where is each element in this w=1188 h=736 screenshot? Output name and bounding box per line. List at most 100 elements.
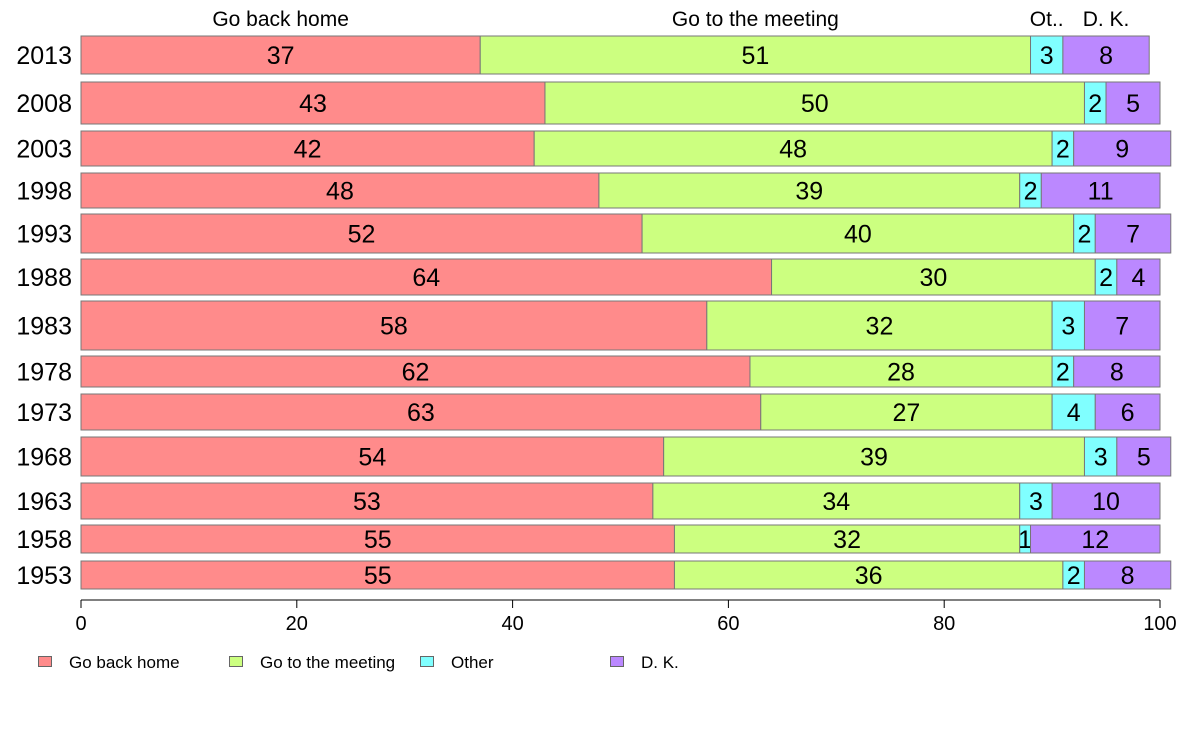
bar-2013-go-back-home <box>80 35 481 75</box>
bar-1968-go-back-home <box>80 436 665 477</box>
bar-label-1993-go-to-the-meeting: 40 <box>844 221 872 249</box>
bar-1993-go-to-the-meeting <box>641 213 1075 254</box>
legend-label-go-to-the-meeting: Go to the meeting <box>260 653 396 672</box>
bar-2008-go-to-the-meeting <box>544 81 1085 125</box>
y-tick-label-2013: 2013 <box>16 42 72 70</box>
bar-label-1993-other: 2 <box>1078 221 1092 249</box>
x-tick-label-100: 100 <box>1143 613 1176 635</box>
bar-label-2008-d-k: 5 <box>1126 90 1140 118</box>
bar-label-2013-other: 3 <box>1040 42 1054 70</box>
bar-1973-other <box>1051 393 1096 431</box>
bar-label-1973-go-back-home: 63 <box>407 399 435 427</box>
bar-1973-d-k <box>1094 393 1161 431</box>
bar-1963-d-k <box>1051 482 1161 520</box>
top-label-go-back-home: Go back home <box>212 8 349 31</box>
bar-label-1988-go-back-home: 64 <box>412 264 440 292</box>
bar-1998-go-to-the-meeting <box>598 172 1021 209</box>
bar-label-1998-d-k: 11 <box>1088 178 1114 206</box>
bar-label-1973-d-k: 6 <box>1121 399 1135 427</box>
bar-label-2003-d-k: 9 <box>1115 136 1129 164</box>
y-tick-label-2008: 2008 <box>16 90 72 118</box>
bar-label-1953-d-k: 8 <box>1121 562 1135 590</box>
x-tick-label-40: 40 <box>501 613 523 635</box>
bar-label-1983-go-to-the-meeting: 32 <box>866 313 894 341</box>
y-tick-label-1973: 1973 <box>16 399 72 427</box>
bar-1993-d-k <box>1094 213 1172 254</box>
bar-label-2013-go-back-home: 37 <box>267 42 295 70</box>
bar-label-2008-go-back-home: 43 <box>299 90 327 118</box>
bar-label-1988-other: 2 <box>1099 264 1113 292</box>
bar-label-1963-go-to-the-meeting: 34 <box>822 488 850 516</box>
bar-label-2013-d-k: 8 <box>1099 42 1113 70</box>
bar-label-1983-go-back-home: 58 <box>380 313 408 341</box>
bar-1983-go-to-the-meeting <box>706 300 1053 351</box>
bar-2003-d-k <box>1073 130 1172 167</box>
legend-swatch-dk <box>610 656 624 667</box>
bar-1958-d-k <box>1030 524 1161 554</box>
bar-1988-d-k <box>1116 258 1161 296</box>
bar-1963-go-to-the-meeting <box>652 482 1021 520</box>
bar-label-1993-go-back-home: 52 <box>348 221 376 249</box>
bar-label-1963-d-k: 10 <box>1092 488 1120 516</box>
bar-1963-go-back-home <box>80 482 654 520</box>
bar-1993-go-back-home <box>80 213 643 254</box>
bar-2003-go-to-the-meeting <box>533 130 1053 167</box>
bar-label-2008-go-to-the-meeting: 50 <box>801 90 829 118</box>
bar-label-2013-go-to-the-meeting: 51 <box>741 42 769 70</box>
x-tick-label-80: 80 <box>933 613 955 635</box>
bar-label-1993-d-k: 7 <box>1126 221 1140 249</box>
bar-1998-go-back-home <box>80 172 600 209</box>
bar-label-1958-go-to-the-meeting: 32 <box>833 526 861 554</box>
bar-2013-d-k <box>1062 35 1150 75</box>
bar-label-1958-d-k: 12 <box>1081 526 1109 554</box>
bar-label-1998-go-back-home: 48 <box>326 178 354 206</box>
bar-2003-go-back-home <box>80 130 535 167</box>
y-tick-label-2003: 2003 <box>16 136 72 164</box>
bar-label-1978-go-back-home: 62 <box>402 359 430 387</box>
bar-label-2003-go-back-home: 42 <box>294 136 322 164</box>
y-tick-label-1998: 1998 <box>16 178 72 206</box>
bar-2008-d-k <box>1105 81 1161 125</box>
bar-label-1953-go-back-home: 55 <box>364 562 392 590</box>
bar-label-1983-other: 3 <box>1061 313 1075 341</box>
bar-1958-go-to-the-meeting <box>673 524 1021 554</box>
bar-2013-go-to-the-meeting <box>479 35 1032 75</box>
bar-label-1973-other: 4 <box>1067 399 1081 427</box>
top-label-other: Ot.. <box>1030 8 1064 31</box>
y-tick-label-1953: 1953 <box>16 562 72 590</box>
bar-label-2003-go-to-the-meeting: 48 <box>779 136 807 164</box>
legend-swatch-go-back-home <box>38 656 52 667</box>
x-tick-label-60: 60 <box>717 613 739 635</box>
bar-label-1988-go-to-the-meeting: 30 <box>920 264 948 292</box>
legend-label-go-back-home: Go back home <box>69 653 180 672</box>
bar-1968-go-to-the-meeting <box>663 436 1085 477</box>
bar-label-1958-other: 1 <box>1018 526 1032 554</box>
bar-1953-go-back-home <box>80 560 675 590</box>
bar-label-1983-d-k: 7 <box>1115 313 1129 341</box>
y-tick-label-1978: 1978 <box>16 359 72 387</box>
bar-1953-d-k <box>1083 560 1172 590</box>
bar-2008-go-back-home <box>80 81 546 125</box>
bar-1958-go-back-home <box>80 524 675 554</box>
legend: Go back home Go to the meeting Other D. … <box>38 653 838 673</box>
bar-label-1968-go-back-home: 54 <box>358 444 386 472</box>
bar-1973-go-back-home <box>80 393 762 431</box>
bar-label-1968-other: 3 <box>1094 444 1108 472</box>
bar-1968-d-k <box>1116 436 1172 477</box>
bar-label-1963-other: 3 <box>1029 488 1043 516</box>
legend-label-dk: D. K. <box>641 653 679 672</box>
bar-label-2008-other: 2 <box>1088 90 1102 118</box>
bar-label-1988-d-k: 4 <box>1131 264 1145 292</box>
bar-label-1958-go-back-home: 55 <box>364 526 392 554</box>
bar-2013-other <box>1030 35 1064 75</box>
bar-1978-d-k <box>1073 355 1161 388</box>
bar-label-1978-d-k: 8 <box>1110 359 1124 387</box>
y-tick-label-1963: 1963 <box>16 488 72 516</box>
bar-label-1998-go-to-the-meeting: 39 <box>795 178 823 206</box>
x-tick-label-20: 20 <box>286 613 308 635</box>
y-tick-label-1993: 1993 <box>16 221 72 249</box>
bar-label-1998-other: 2 <box>1024 178 1038 206</box>
bar-1983-d-k <box>1083 300 1161 351</box>
